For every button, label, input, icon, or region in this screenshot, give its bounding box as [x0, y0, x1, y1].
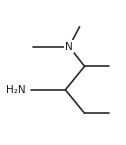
Text: H₂N: H₂N	[6, 85, 25, 95]
Text: N: N	[65, 42, 73, 52]
